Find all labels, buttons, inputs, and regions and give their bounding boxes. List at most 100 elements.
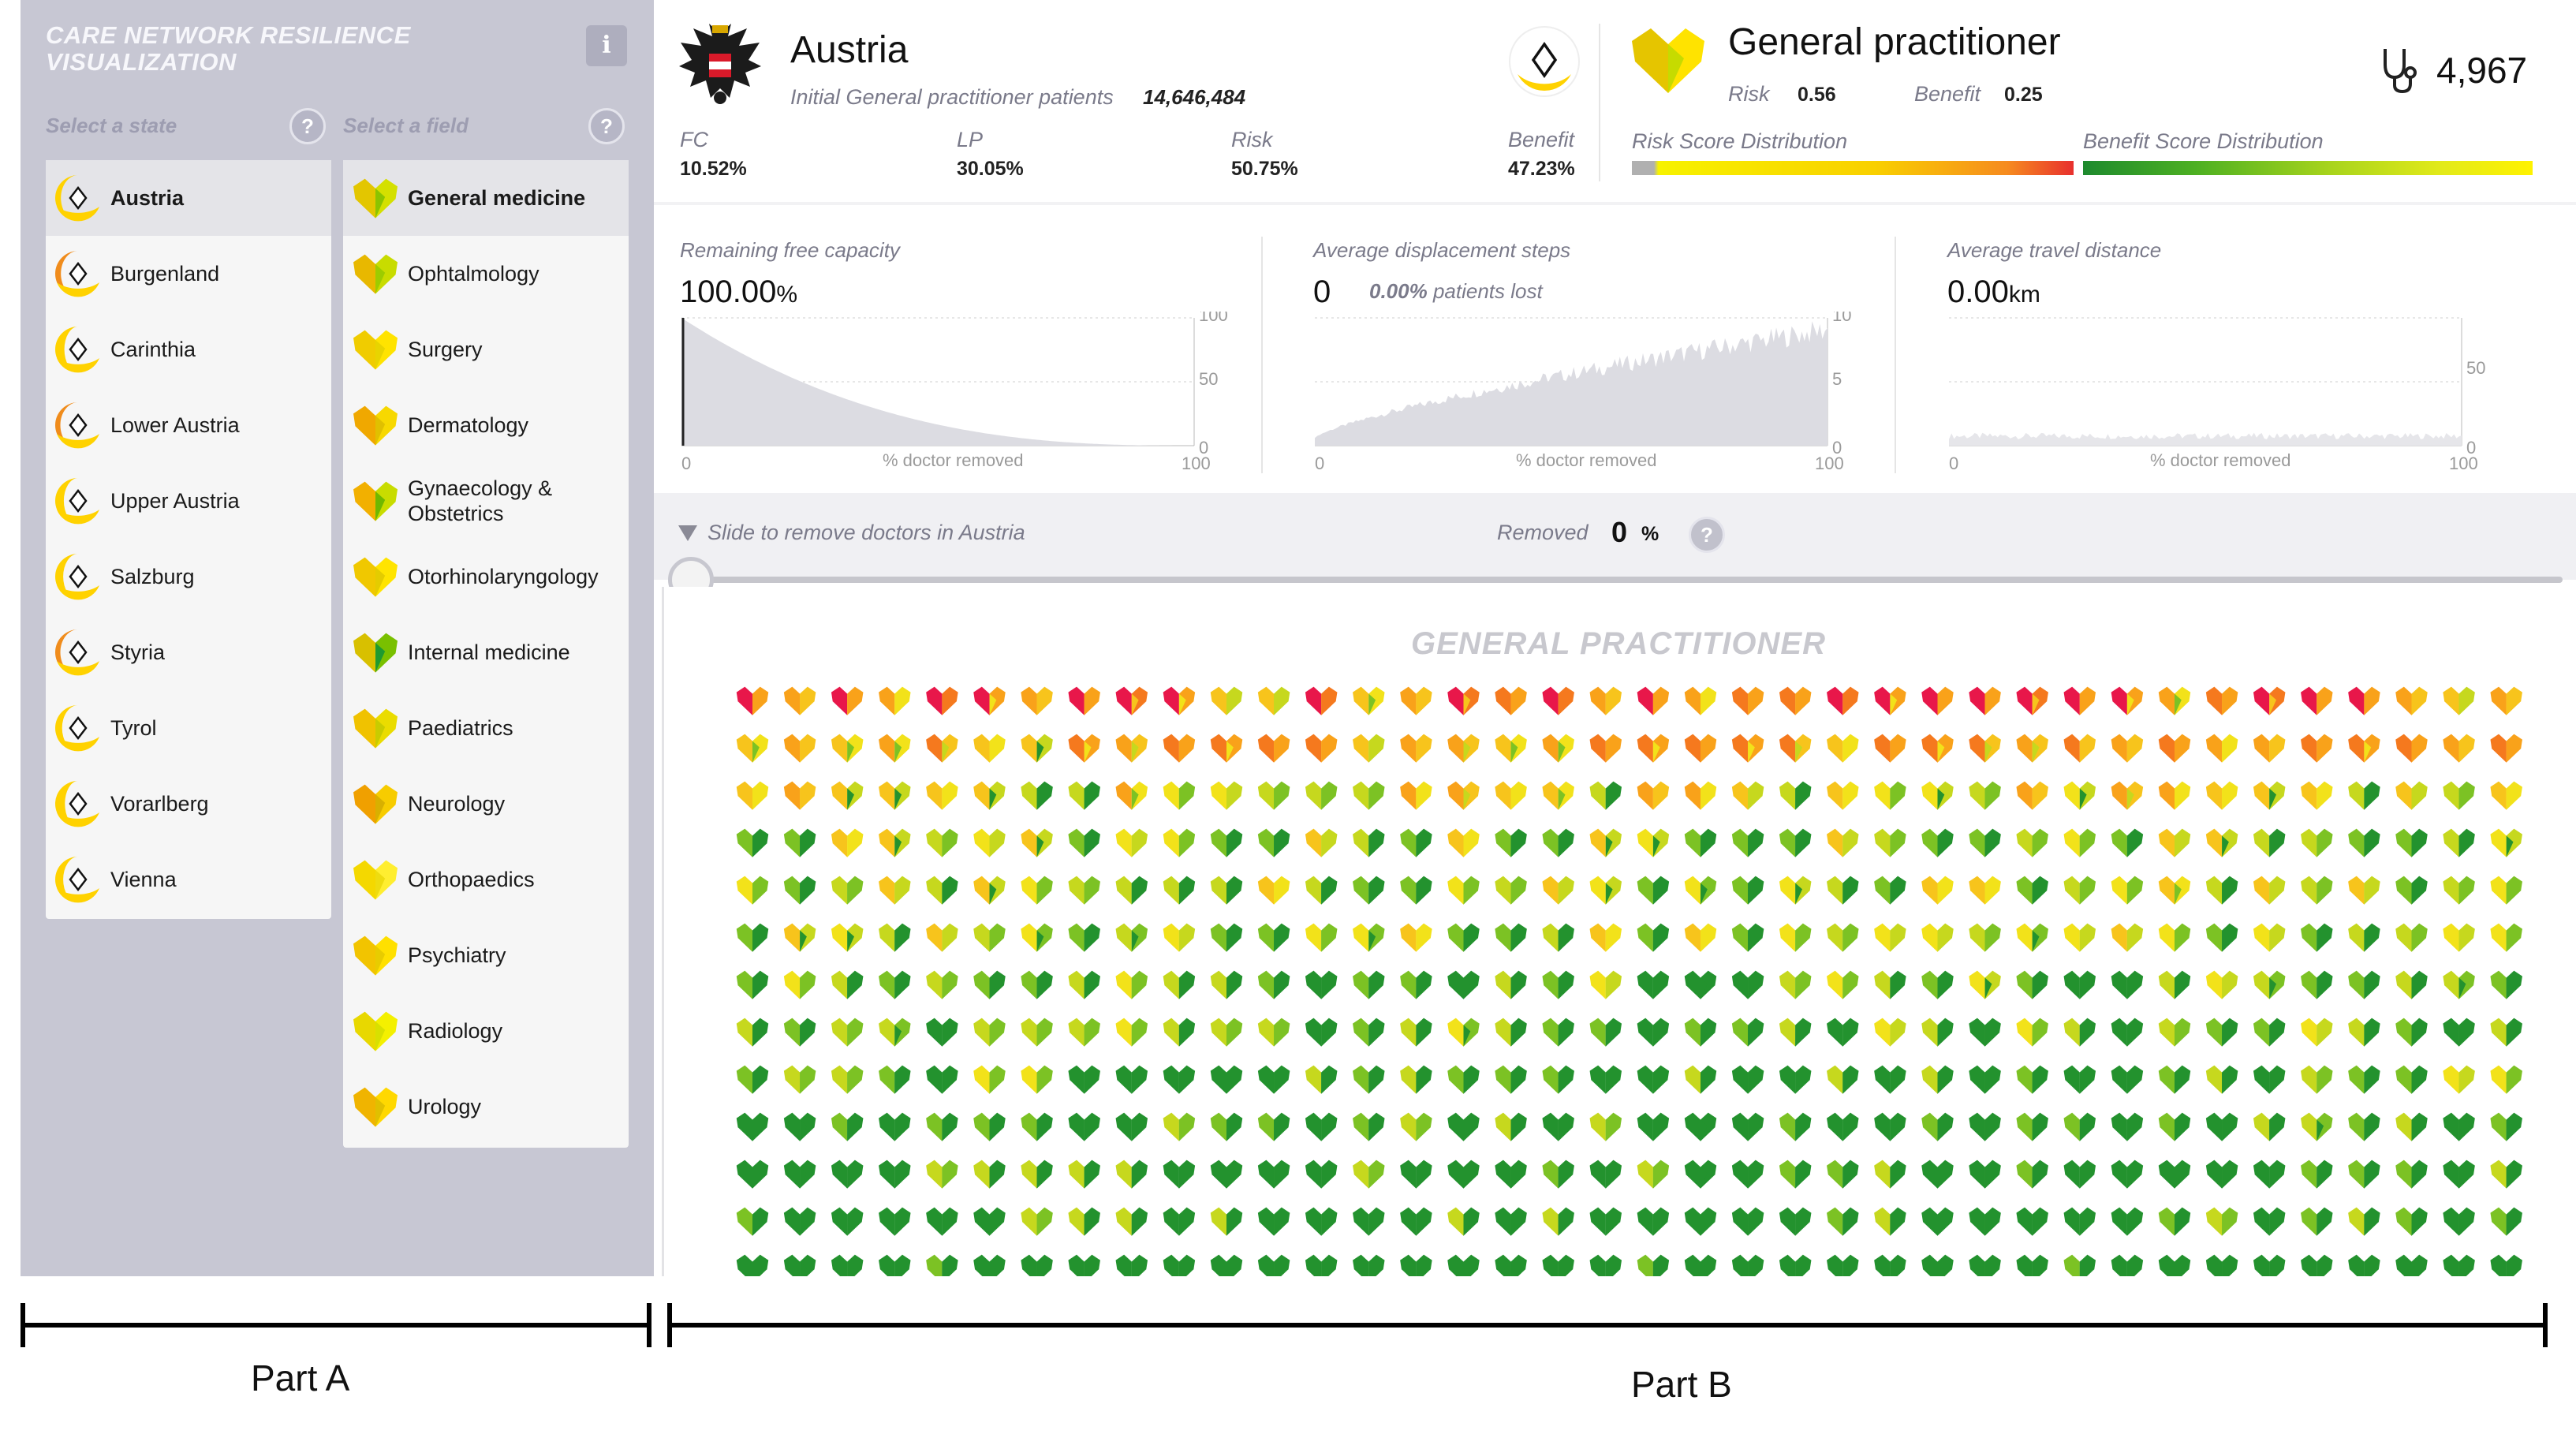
doctor-heart bbox=[1637, 828, 1670, 857]
doctor-heart-grid bbox=[736, 686, 2522, 1276]
doctor-heart bbox=[1779, 1065, 1812, 1094]
doctor-heart bbox=[1115, 1018, 1148, 1047]
benefit-value: 47.23% bbox=[1508, 158, 1575, 180]
info-button[interactable]: i bbox=[586, 25, 627, 66]
doctor-heart bbox=[1731, 1160, 1764, 1189]
doctor-heart bbox=[973, 828, 1006, 857]
doctor-heart bbox=[879, 1254, 911, 1276]
doctor-heart bbox=[1589, 923, 1622, 952]
doctor-heart bbox=[2253, 686, 2286, 715]
field-item[interactable]: Gynaecology & Obstetrics bbox=[343, 463, 629, 539]
doctor-heart bbox=[1921, 686, 1954, 715]
field-item-label: Paediatrics bbox=[408, 715, 513, 741]
doctor-heart bbox=[1731, 1065, 1764, 1094]
doctor-heart bbox=[1779, 970, 1812, 999]
state-item[interactable]: Burgenland bbox=[46, 236, 331, 312]
doctor-heart bbox=[783, 781, 816, 810]
slider-track[interactable] bbox=[671, 577, 2563, 583]
doctor-heart bbox=[2016, 734, 2048, 763]
doctor-heart bbox=[1542, 1160, 1574, 1189]
state-item[interactable]: Tyrol bbox=[46, 690, 331, 766]
doctor-heart bbox=[1921, 970, 1954, 999]
doctor-heart bbox=[1684, 1207, 1717, 1236]
state-item[interactable]: Lower Austria bbox=[46, 387, 331, 463]
doctor-heart bbox=[2490, 1207, 2522, 1236]
doctor-heart bbox=[1921, 1112, 1954, 1141]
chart-x-label: % doctor removed bbox=[1516, 450, 1657, 470]
doctor-heart bbox=[736, 781, 769, 810]
chart-y-tick: 50 bbox=[2466, 358, 2485, 378]
field-item-label: Otorhinolaryngology bbox=[408, 564, 599, 589]
field-item[interactable]: Otorhinolaryngology bbox=[343, 539, 629, 614]
doctor-heart bbox=[2348, 781, 2380, 810]
doctor-heart bbox=[1827, 828, 1859, 857]
doctor-heart bbox=[736, 876, 769, 905]
doctor-heart bbox=[1257, 1254, 1290, 1276]
doctor-heart bbox=[783, 970, 816, 999]
doctor-heart bbox=[2111, 781, 2144, 810]
doctor-heart bbox=[1115, 734, 1148, 763]
state-item[interactable]: Vorarlberg bbox=[46, 766, 331, 842]
state-item[interactable]: Salzburg bbox=[46, 539, 331, 614]
chart-y-tick: 5 bbox=[1832, 369, 1842, 389]
state-item-label: Lower Austria bbox=[110, 413, 240, 437]
doctor-heart bbox=[1447, 1018, 1480, 1047]
field-item[interactable]: Neurology bbox=[343, 766, 629, 842]
state-item[interactable]: Austria bbox=[46, 160, 331, 236]
doctor-heart bbox=[973, 923, 1006, 952]
doctor-heart bbox=[1495, 1160, 1527, 1189]
doctor-heart bbox=[926, 1160, 958, 1189]
doctor-heart bbox=[1210, 970, 1243, 999]
field-item[interactable]: Psychiatry bbox=[343, 917, 629, 993]
field-item[interactable]: Dermatology bbox=[343, 387, 629, 463]
removed-unit: % bbox=[1641, 523, 1659, 545]
collapse-triangle-icon[interactable] bbox=[678, 524, 698, 543]
doctor-heart bbox=[2395, 923, 2428, 952]
field-item[interactable]: Paediatrics bbox=[343, 690, 629, 766]
doctor-heart bbox=[1210, 734, 1243, 763]
doctor-heart bbox=[1921, 828, 1954, 857]
doctor-heart bbox=[1163, 1112, 1196, 1141]
state-item-label: Austria bbox=[110, 186, 185, 210]
doctor-heart bbox=[2016, 1254, 2048, 1276]
state-item[interactable]: Upper Austria bbox=[46, 463, 331, 539]
doctor-heart bbox=[1779, 876, 1812, 905]
state-item[interactable]: Vienna bbox=[46, 842, 331, 917]
doctor-heart bbox=[1021, 1254, 1053, 1276]
doctor-heart bbox=[2395, 1112, 2428, 1141]
doctor-heart bbox=[2063, 828, 2096, 857]
state-help-icon[interactable]: ? bbox=[289, 108, 326, 144]
state-risk-icon bbox=[46, 614, 110, 690]
field-item[interactable]: Orthopaedics bbox=[343, 842, 629, 917]
doctor-heart bbox=[2301, 1112, 2333, 1141]
doctor-heart bbox=[1257, 734, 1290, 763]
doctor-heart bbox=[2301, 828, 2333, 857]
field-item[interactable]: Radiology bbox=[343, 993, 629, 1069]
doctor-heart bbox=[1068, 686, 1100, 715]
doctor-heart bbox=[2158, 1160, 2191, 1189]
field-help-icon[interactable]: ? bbox=[588, 108, 625, 144]
doctor-heart bbox=[1731, 1112, 1764, 1141]
doctor-heart bbox=[1115, 781, 1148, 810]
field-item[interactable]: General medicine bbox=[343, 160, 629, 236]
state-item[interactable]: Styria bbox=[46, 614, 331, 690]
field-item[interactable]: Ophtalmology bbox=[343, 236, 629, 312]
travel-label: Average travel distance bbox=[1947, 238, 2162, 262]
doctor-heart bbox=[1542, 828, 1574, 857]
doctor-heart bbox=[1874, 781, 1906, 810]
doctor-heart bbox=[1257, 686, 1290, 715]
doctor-heart bbox=[1731, 876, 1764, 905]
slider-help-icon[interactable]: ? bbox=[1689, 517, 1725, 553]
patients-value: 14,646,484 bbox=[1143, 85, 1246, 109]
doctor-heart bbox=[1210, 1207, 1243, 1236]
doctor-heart bbox=[2348, 686, 2380, 715]
doctor-heart bbox=[1305, 1207, 1338, 1236]
field-item[interactable]: Urology bbox=[343, 1069, 629, 1145]
field-item[interactable]: Surgery bbox=[343, 312, 629, 387]
field-item[interactable]: Internal medicine bbox=[343, 614, 629, 690]
state-item[interactable]: Carinthia bbox=[46, 312, 331, 387]
doctor-heart bbox=[1305, 734, 1338, 763]
doctor-heart bbox=[1779, 1018, 1812, 1047]
